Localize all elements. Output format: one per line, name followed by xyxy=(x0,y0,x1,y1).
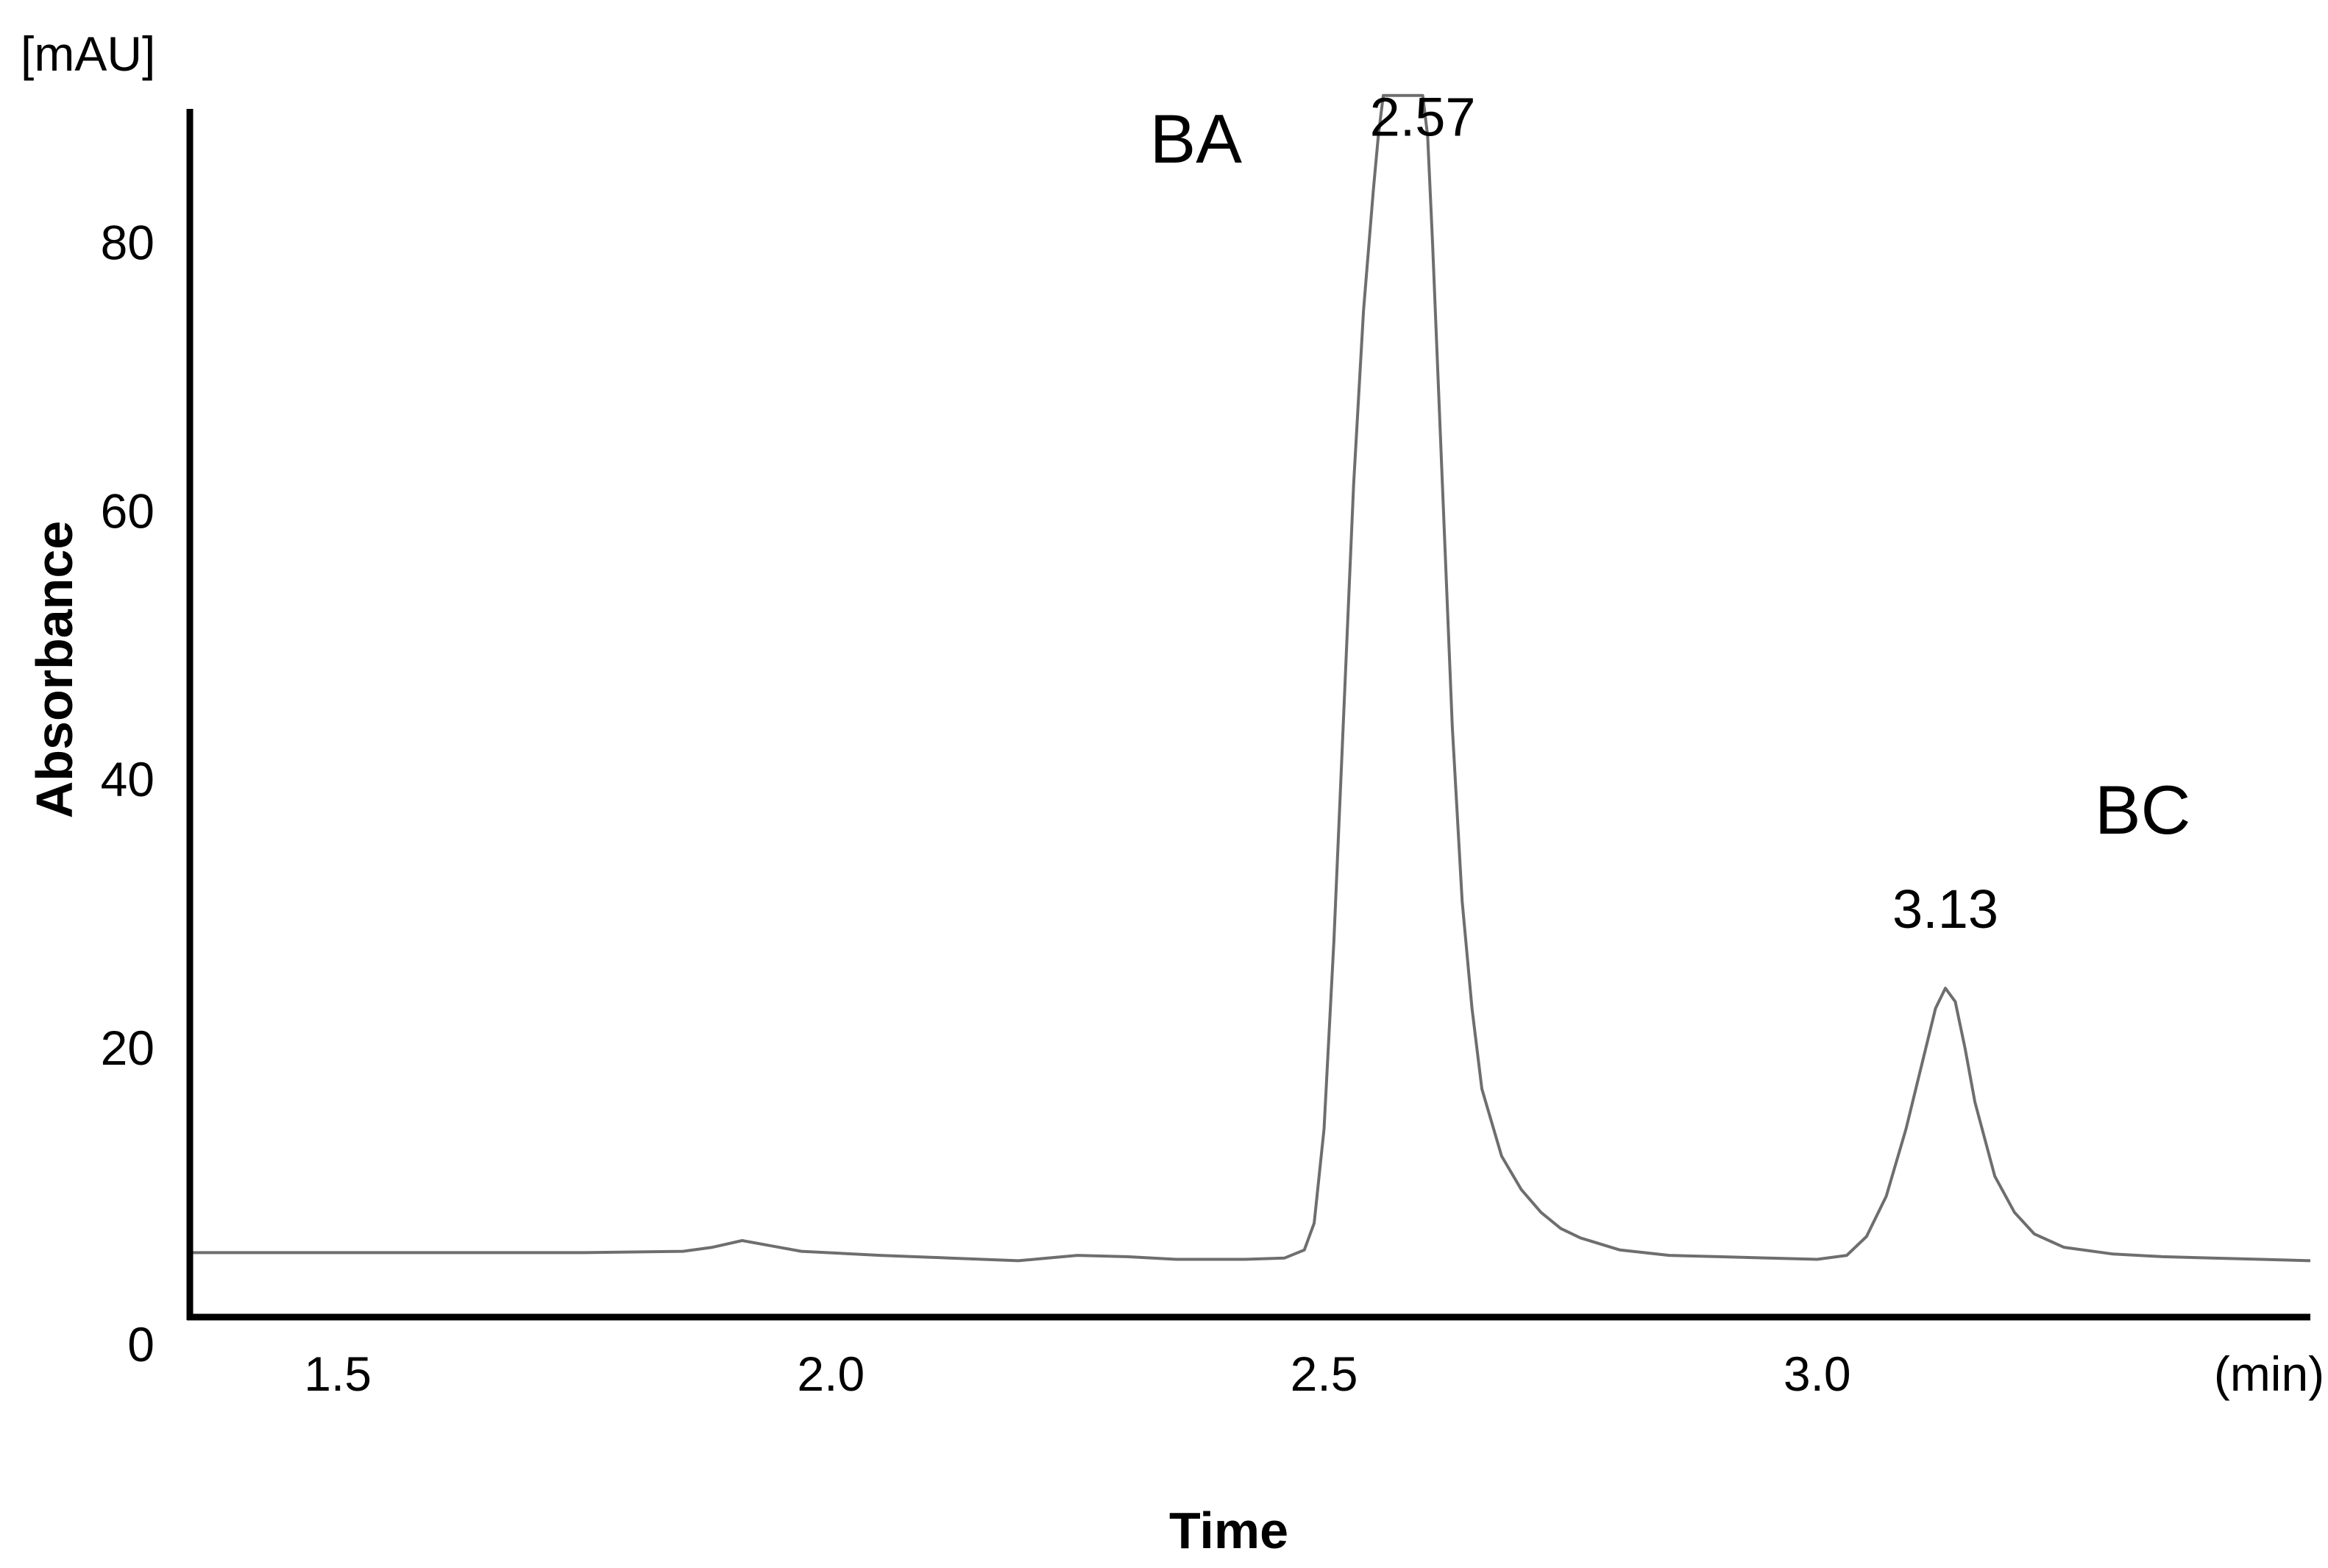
y-tick-label: 20 xyxy=(101,1021,155,1075)
x-axis-title: Time xyxy=(1169,1502,1288,1559)
y-tick-label: 60 xyxy=(101,483,155,538)
chromatogram-trace xyxy=(190,93,2311,1263)
peak-retention-time-label: 3.13 xyxy=(1892,879,1998,940)
peak-name-label: BA xyxy=(1150,100,1243,177)
y-tick-label: 80 xyxy=(101,215,155,269)
x-tick-label: 2.0 xyxy=(797,1347,865,1401)
peak-retention-time-label: 2.57 xyxy=(1370,86,1476,147)
y-unit-label: [mAU] xyxy=(21,26,155,81)
y-axis-title: Absorbance xyxy=(26,521,83,819)
x-tick-label: 1.5 xyxy=(304,1347,372,1401)
series-layer xyxy=(190,93,2311,1263)
peak-annotations: BA 2.57 3.13 BC xyxy=(1150,86,2191,939)
peak-name-label: BC xyxy=(2095,771,2191,848)
y-tick-labels: 0 20 40 60 80 xyxy=(101,215,155,1372)
x-tick-label: 3.0 xyxy=(1784,1347,1851,1401)
x-tick-label: 2.5 xyxy=(1291,1347,1358,1401)
x-tick-labels: 1.5 2.0 2.5 3.0 xyxy=(304,1347,1850,1401)
y-tick-label: 0 xyxy=(127,1317,155,1372)
y-tick-label: 40 xyxy=(101,752,155,806)
x-unit-label: (min) xyxy=(2214,1347,2324,1401)
